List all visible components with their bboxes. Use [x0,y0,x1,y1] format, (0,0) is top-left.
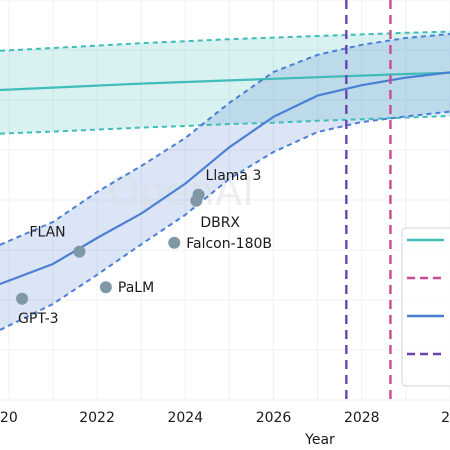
point-label: FLAN [29,225,65,241]
x-tick-label: 20 [0,410,18,426]
x-tick-label: 20 [441,410,450,426]
point-labels: GPT-3 FLAN PaLM Falcon-180B Llama 3 DBRX [18,168,272,327]
vertical-lines [345,0,392,400]
point-label: GPT-3 [18,311,59,327]
series-lines [0,30,450,331]
x-axis-ticks: 20 2022 2024 2026 2028 20 [0,410,450,426]
point-label: DBRX [200,215,240,231]
point-label: Llama 3 [206,168,262,184]
data-points [16,188,205,305]
band-lower-edge-1 [0,110,450,331]
legend [401,227,450,387]
data-point [99,281,112,294]
data-point [168,236,181,249]
data-point [190,194,203,207]
grid [0,0,450,401]
x-tick-label: 2022 [79,410,115,426]
data-point [73,245,86,258]
data-point [16,292,29,305]
legend-box [401,227,450,387]
watermark: OpenAI [108,169,254,215]
band-lower-edge-0 [0,115,450,135]
x-tick-label: 2028 [344,410,380,426]
confidence-band-0 [0,31,450,134]
point-label: PaLM [118,280,154,296]
band-upper-edge-1 [0,33,450,246]
x-axis-label: Year [304,432,335,448]
x-tick-label: 2024 [167,410,203,426]
band-upper-edge-0 [0,30,450,52]
x-tick-label: 2026 [256,410,292,426]
point-label: Falcon-180B [186,236,272,252]
series-line-0 [0,71,450,92]
